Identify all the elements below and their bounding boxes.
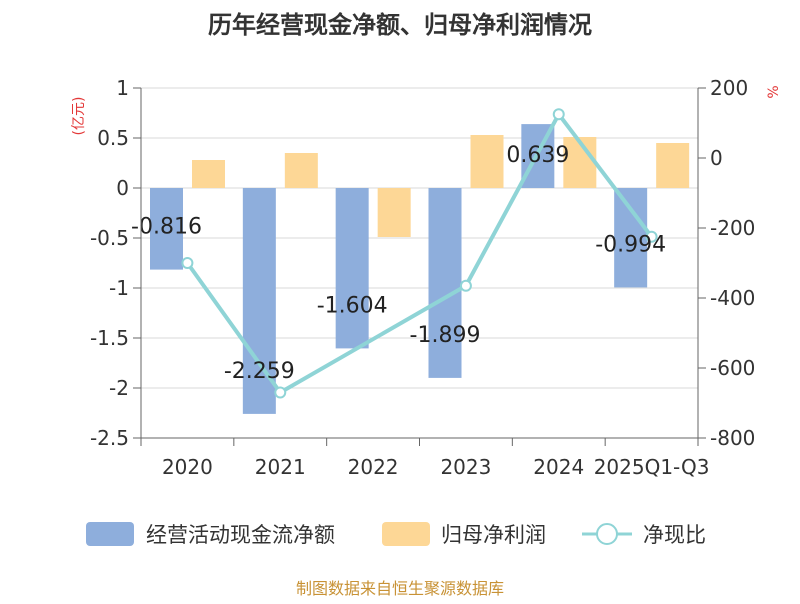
bar-net-profit xyxy=(284,153,318,188)
left-axis-tick-label: -1.5 xyxy=(90,326,129,350)
right-axis-tick-label: -800 xyxy=(710,426,755,450)
left-axis-tick-label: -2 xyxy=(109,376,129,400)
bar-operating-cash-flow xyxy=(150,188,183,270)
x-axis-tick-label: 2020 xyxy=(162,455,213,479)
bar-net-profit xyxy=(192,160,225,188)
x-axis-tick-label: 2022 xyxy=(348,455,399,479)
line-layer xyxy=(181,108,658,399)
bar-label-operating-cash-flow: -0.994 xyxy=(595,232,666,257)
x-axis-tick-label: 2024 xyxy=(533,455,584,479)
line-point-net-cash-ratio xyxy=(274,386,287,399)
legend-swatch-net-profit xyxy=(382,522,430,546)
bar-operating-cash-flow xyxy=(614,188,648,288)
bar-label-operating-cash-flow: -1.604 xyxy=(317,293,388,318)
bar-label-operating-cash-flow: -0.816 xyxy=(131,215,202,240)
line-point-net-cash-ratio xyxy=(181,257,194,269)
left-axis-tick-label: -1 xyxy=(109,276,129,300)
right-axis-unit: % xyxy=(766,85,782,98)
bar-operating-cash-flow xyxy=(335,188,369,349)
bar-layer xyxy=(150,124,690,414)
bar-label-operating-cash-flow: 0.639 xyxy=(506,143,569,168)
left-axis-tick-label: -2.5 xyxy=(90,426,129,450)
right-axis-tick-label: -200 xyxy=(710,216,755,240)
left-axis-unit: (亿元) xyxy=(71,97,87,136)
line-point-net-cash-ratio xyxy=(459,279,472,292)
bar-label-operating-cash-flow: -2.259 xyxy=(224,359,295,384)
source-footer: 制图数据来自恒生聚源数据库 xyxy=(296,579,504,598)
bar-label-operating-cash-flow: -1.899 xyxy=(410,323,481,348)
line-point-net-cash-ratio xyxy=(645,230,658,243)
label-layer: -0.816 -2.259 -1.604 -1.899 0.639 -0.994 xyxy=(131,143,666,384)
line-point-net-cash-ratio xyxy=(552,108,565,121)
x-axis-tick-label: 2025Q1-Q3 xyxy=(594,455,710,479)
legend-label-operating-cash-flow: 经营活动现金流净额 xyxy=(146,523,335,547)
bar-net-profit xyxy=(563,137,597,188)
x-axis-tick-label: 2021 xyxy=(255,455,306,479)
left-axis-tick-label: 0 xyxy=(116,176,129,200)
bar-net-profit xyxy=(377,188,411,237)
bar-operating-cash-flow xyxy=(428,188,462,378)
bar-net-profit xyxy=(656,143,690,188)
left-axis-tick-label: 1 xyxy=(116,76,129,100)
right-axis-tick-label: 200 xyxy=(710,76,748,100)
left-axis-tick-label: 0.5 xyxy=(97,126,129,150)
legend-label-net-cash-ratio: 净现比 xyxy=(643,523,706,547)
axis-layer: 1 0.5 0 -0.5 -1 -1.5 -2 -2.5 200 0 -200 -400 -600 -80… xyxy=(90,76,755,479)
chart-title: 历年经营现金净额、归母净利润情况 xyxy=(208,11,592,39)
x-axis-tick-label: 2023 xyxy=(440,455,491,479)
legend-marker-net-cash-ratio xyxy=(596,523,618,545)
right-axis-tick-label: 0 xyxy=(710,146,723,170)
legend-swatch-operating-cash-flow xyxy=(86,522,134,546)
bar-net-profit xyxy=(470,135,504,188)
right-axis-tick-label: -600 xyxy=(710,356,755,380)
right-axis-tick-label: -400 xyxy=(710,286,755,310)
legend-label-net-profit: 归母净利润 xyxy=(441,523,546,547)
legend-layer: 经营活动现金流净额 归母净利润 净现比 xyxy=(86,522,706,547)
left-axis-tick-label: -0.5 xyxy=(90,226,129,250)
grid-layer xyxy=(141,87,698,439)
